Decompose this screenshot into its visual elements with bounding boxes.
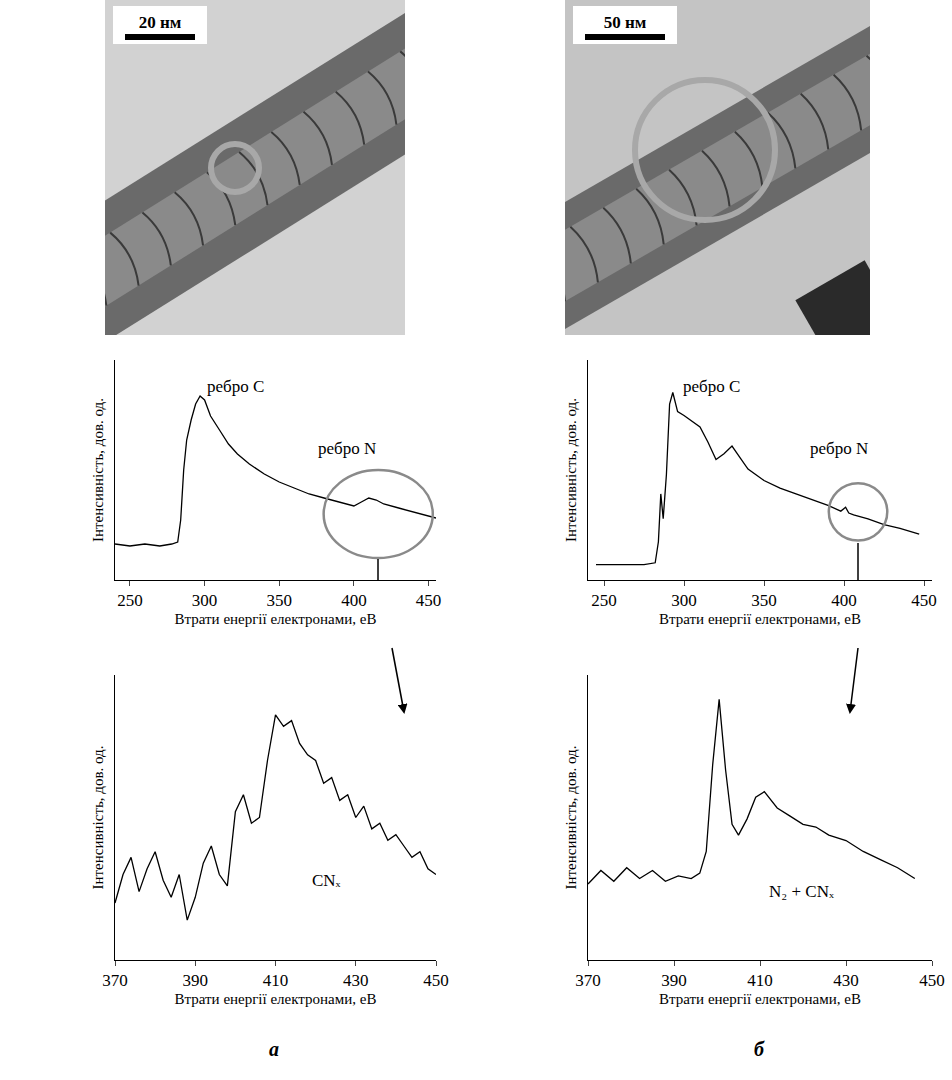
- svg-text:350: 350: [751, 591, 777, 610]
- svg-text:20 нм: 20 нм: [139, 13, 182, 32]
- svg-text:ребро N: ребро N: [810, 439, 868, 458]
- svg-text:370: 370: [575, 971, 601, 990]
- svg-text:50 нм: 50 нм: [604, 13, 647, 32]
- svg-text:410: 410: [747, 971, 773, 990]
- svg-text:430: 430: [343, 971, 369, 990]
- svg-text:N₂ + CNₓ: N₂ + CNₓ: [769, 882, 834, 901]
- svg-text:ребро C: ребро C: [207, 377, 264, 396]
- svg-text:450: 450: [423, 971, 449, 990]
- svg-text:CNₓ: CNₓ: [312, 871, 341, 890]
- svg-text:Інтенсивність, дов. од.: Інтенсивність, дов. од.: [90, 398, 106, 542]
- svg-text:300: 300: [671, 591, 697, 610]
- svg-text:Втрати енергії електронами, еВ: Втрати енергії електронами, еВ: [659, 991, 861, 1007]
- svg-text:300: 300: [192, 591, 218, 610]
- svg-text:250: 250: [591, 591, 617, 610]
- svg-text:Втрати енергії електронами, еВ: Втрати енергії електронами, еВ: [175, 991, 377, 1007]
- svg-text:400: 400: [341, 591, 367, 610]
- html-text:б: б: [754, 1038, 764, 1060]
- svg-text:ребро N: ребро N: [318, 439, 376, 458]
- svg-text:250: 250: [117, 591, 143, 610]
- svg-text:450: 450: [919, 971, 945, 990]
- svg-text:Втрати енергії електронами, еВ: Втрати енергії електронами, еВ: [659, 611, 861, 627]
- svg-text:350: 350: [266, 591, 292, 610]
- svg-text:Інтенсивність, дов. од.: Інтенсивність, дов. од.: [563, 398, 579, 542]
- html-text:а: а: [269, 1038, 279, 1060]
- svg-text:Втрати енергії електронами, еВ: Втрати енергії електронами, еВ: [175, 611, 377, 627]
- svg-text:390: 390: [183, 971, 209, 990]
- svg-text:430: 430: [833, 971, 859, 990]
- svg-text:450: 450: [911, 591, 937, 610]
- svg-text:410: 410: [263, 971, 289, 990]
- svg-text:ребро C: ребро C: [683, 377, 740, 396]
- svg-text:370: 370: [102, 971, 128, 990]
- svg-text:Інтенсивність, дов. од.: Інтенсивність, дов. од.: [563, 746, 579, 890]
- svg-text:390: 390: [661, 971, 687, 990]
- svg-text:450: 450: [416, 591, 442, 610]
- svg-text:Інтенсивність, дов. од.: Інтенсивність, дов. од.: [90, 746, 106, 890]
- svg-text:400: 400: [831, 591, 857, 610]
